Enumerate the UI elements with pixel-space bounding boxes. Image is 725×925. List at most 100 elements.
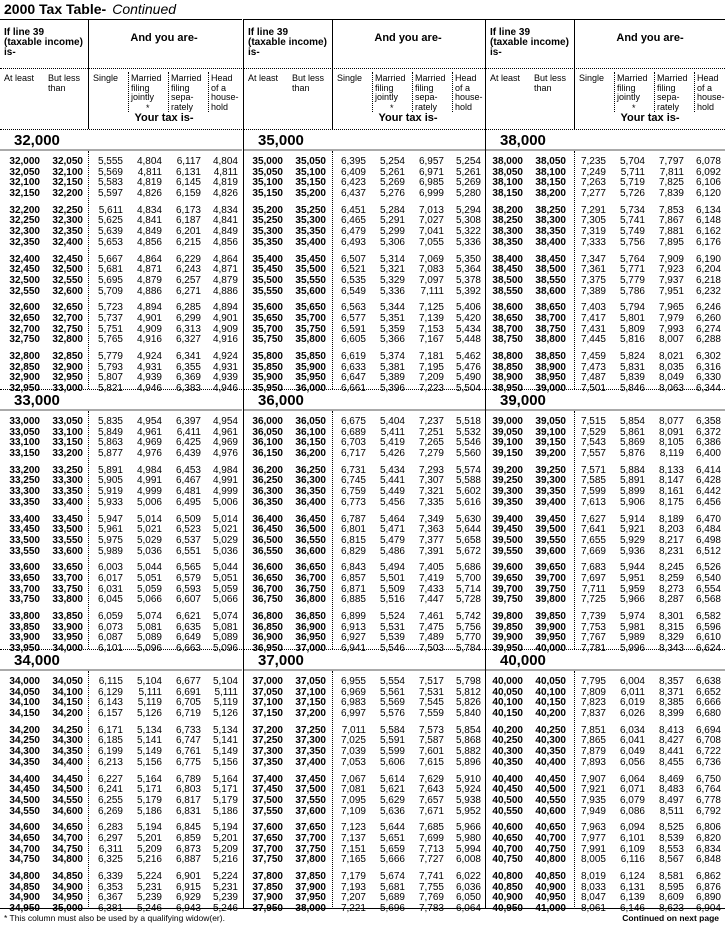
table-row: 38,100 38,150 7,263 5,719 7,825 6,106 bbox=[486, 178, 725, 189]
single-cell: 7,389 bbox=[580, 285, 606, 297]
single-cell: 6,675 bbox=[340, 416, 366, 427]
but-less-than-cell: 32,700 bbox=[52, 312, 83, 324]
married-filing-separately-cell: 6,607 bbox=[175, 594, 201, 606]
single-cell: 6,591 bbox=[340, 323, 366, 335]
single-cell: 6,129 bbox=[97, 686, 123, 698]
at-least-cell: 32,700 bbox=[9, 323, 40, 335]
married-filing-jointly-cell: 5,419 bbox=[379, 437, 405, 449]
but-less-than-cell: 38,500 bbox=[535, 264, 566, 276]
at-least-cell: 40,800 bbox=[492, 871, 523, 882]
row-group: 33,200 33,250 5,891 4,984 6,453 4,984 33,250 33… bbox=[0, 465, 242, 509]
married-filing-separately-cell: 7,209 bbox=[418, 372, 444, 384]
but-less-than-cell: 36,300 bbox=[295, 475, 326, 487]
table-row: 33,200 33,250 5,891 4,984 6,453 4,984 bbox=[0, 465, 242, 477]
but-less-than-cell: 39,900 bbox=[535, 621, 566, 633]
table-row: 40,600 40,650 7,963 6,094 8,525 6,806 bbox=[486, 823, 725, 834]
married-filing-jointly-cell: 5,516 bbox=[379, 594, 405, 606]
married-filing-jointly-cell: 5,974 bbox=[619, 611, 645, 622]
single-cell: 7,851 bbox=[580, 724, 606, 736]
married-filing-jointly-cell: 6,049 bbox=[619, 746, 645, 758]
single-cell: 7,249 bbox=[580, 166, 606, 178]
row-group: 40,600 40,650 7,963 6,094 8,525 6,806 40,650 40… bbox=[486, 823, 725, 866]
at-least-cell: 36,050 bbox=[252, 426, 283, 438]
head-of-household-cell: 6,218 bbox=[695, 274, 721, 286]
column-divider bbox=[168, 72, 169, 112]
but-less-than-cell: 35,900 bbox=[295, 361, 326, 373]
but-less-than-cell: 39,700 bbox=[535, 572, 566, 584]
table-row: 38,800 38,850 7,459 5,824 8,021 6,302 bbox=[486, 351, 725, 363]
married-filing-separately-cell: 6,145 bbox=[175, 177, 201, 189]
single-cell: 6,115 bbox=[98, 676, 123, 687]
head-of-household-cell: 5,840 bbox=[455, 708, 481, 720]
continued-note: Continued on next page bbox=[622, 913, 719, 923]
at-least-cell: 32,050 bbox=[9, 166, 40, 178]
but-less-than-cell: 40,350 bbox=[535, 746, 566, 758]
head-of-household-cell: 5,350 bbox=[455, 253, 481, 265]
at-least-cell: 33,550 bbox=[9, 545, 40, 557]
table-row: 37,650 37,700 7,137 5,651 7,699 5,980 bbox=[244, 833, 485, 845]
but-less-than-cell: 32,650 bbox=[52, 302, 83, 314]
head-of-household-cell: 4,916 bbox=[212, 334, 238, 346]
but-less-than-cell: 40,650 bbox=[535, 822, 566, 834]
row-group: 35,400 35,450 6,507 5,314 7,069 5,350 35,450 35… bbox=[244, 253, 485, 298]
single-cell: 7,571 bbox=[580, 464, 606, 476]
single-cell: 6,871 bbox=[340, 583, 366, 595]
row-group: 40,200 40,250 7,851 6,034 8,413 6,694 40,250 40… bbox=[486, 724, 725, 769]
at-least-cell: 39,250 bbox=[492, 475, 523, 487]
single-cell: 5,765 bbox=[97, 334, 123, 346]
single-cell: 5,597 bbox=[97, 188, 123, 200]
married-filing-separately-cell: 6,369 bbox=[175, 372, 201, 384]
at-least-cell: 32,950 bbox=[9, 383, 40, 395]
at-least-cell: 38,550 bbox=[492, 285, 523, 297]
but-less-than-cell: 37,900 bbox=[295, 881, 326, 893]
head-of-household-cell: 6,022 bbox=[455, 871, 481, 882]
table-row: 36,350 36,400 6,773 5,456 7,335 5,616 bbox=[244, 496, 485, 509]
but-less-than-cell: 39,600 bbox=[535, 545, 566, 557]
head-of-household-cell: 6,526 bbox=[695, 562, 721, 574]
table-column-group: If line 39 (taxable income) is- And you a… bbox=[243, 19, 485, 914]
married-filing-jointly-cell: 6,124 bbox=[619, 871, 645, 882]
at-least-cell: 32,750 bbox=[9, 334, 40, 346]
table-row: 35,500 35,550 6,535 5,329 7,097 5,378 bbox=[244, 275, 485, 287]
head-of-household-cell: 4,834 bbox=[212, 204, 238, 216]
single-cell: 6,143 bbox=[97, 697, 123, 709]
married-filing-jointly-cell: 5,891 bbox=[619, 475, 645, 487]
head-of-household-cell: 5,756 bbox=[455, 621, 481, 633]
head-of-household-cell: 6,148 bbox=[695, 215, 721, 227]
table-row: 36,700 36,750 6,871 5,509 7,433 5,714 bbox=[244, 583, 485, 596]
row-group: 40,400 40,450 7,907 6,064 8,469 6,750 40,450 40… bbox=[486, 774, 725, 818]
table-row: 40,900 40,950 8,047 6,139 8,609 6,890 bbox=[486, 893, 725, 904]
married-filing-separately-cell: 7,335 bbox=[418, 496, 444, 508]
married-filing-jointly-cell: 5,321 bbox=[379, 264, 405, 276]
table-row: 33,150 33,200 5,877 4,976 6,439 4,976 bbox=[0, 448, 242, 460]
table-row: 39,950 40,000 7,781 5,996 8,343 6,624 bbox=[486, 643, 725, 655]
but-less-than-cell: 32,900 bbox=[52, 361, 83, 373]
married-filing-separately-cell: 7,629 bbox=[418, 773, 444, 785]
married-filing-separately-cell: 7,363 bbox=[418, 524, 444, 536]
head-of-household-cell: 6,722 bbox=[695, 746, 721, 758]
table-row: 32,100 32,150 5,583 4,819 6,145 4,819 bbox=[0, 178, 242, 189]
but-less-than-cell: 39,950 bbox=[535, 632, 566, 644]
head-of-household-cell: 5,059 bbox=[212, 583, 238, 595]
married-filing-separately-cell: 8,427 bbox=[658, 735, 684, 747]
table-row: 36,850 36,900 6,913 5,531 7,475 5,756 bbox=[244, 621, 485, 634]
married-filing-jointly-cell: 5,156 bbox=[136, 756, 162, 768]
married-filing-separately-cell: 7,951 bbox=[658, 285, 684, 297]
single-cell: 7,333 bbox=[580, 236, 606, 248]
single-cell: 7,081 bbox=[340, 784, 366, 796]
married-filing-jointly-cell: 5,846 bbox=[619, 383, 645, 395]
table-row: 34,700 34,750 6,311 5,209 6,873 5,209 bbox=[0, 844, 242, 856]
single-cell: 5,695 bbox=[97, 274, 123, 286]
married-filing-separately-cell: 6,705 bbox=[175, 697, 201, 709]
table-row: 33,850 33,900 6,073 5,081 6,635 5,081 bbox=[0, 622, 242, 634]
head-of-household-cell: 6,540 bbox=[695, 572, 721, 584]
but-less-than-cell: 33,650 bbox=[52, 562, 83, 574]
and-you-are-label: And you are- bbox=[130, 32, 198, 44]
but-less-than-cell: 32,800 bbox=[52, 334, 83, 346]
but-less-than-cell: 38,350 bbox=[535, 226, 566, 238]
income-block: 37,000 37,000 37,050 6,955 5,554 7,517 5,798 37… bbox=[244, 649, 485, 914]
table-row: 34,750 34,800 6,325 5,216 6,887 5,216 bbox=[0, 855, 242, 866]
but-less-than-cell: 38,150 bbox=[535, 177, 566, 189]
head-of-household-cell: 6,792 bbox=[695, 805, 721, 817]
married-filing-separately-cell: 7,545 bbox=[418, 697, 444, 709]
